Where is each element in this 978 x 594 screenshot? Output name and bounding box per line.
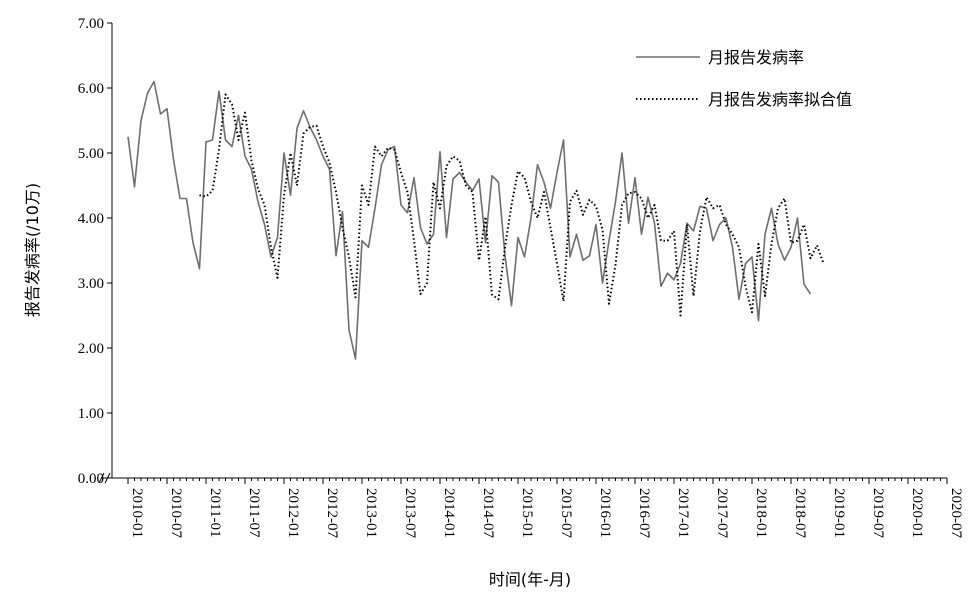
y-tick-label: 3.00 <box>78 276 104 292</box>
y-tick-label: 6.00 <box>78 81 104 97</box>
x-tick-label: 2012-01 <box>285 488 301 538</box>
y-tick-label: 4.00 <box>78 211 104 227</box>
x-tick-label: 2020-01 <box>909 488 925 538</box>
x-tick-label: 2012-07 <box>324 488 340 538</box>
x-tick-label: 2010-01 <box>129 488 145 538</box>
series-layer <box>127 80 825 360</box>
x-tick-label: 2013-07 <box>402 488 418 538</box>
y-tick-label: 1.00 <box>78 406 104 422</box>
y-tick-label: 2.00 <box>78 341 104 357</box>
legend: 月报告发病率 月报告发病率拟合值 <box>636 48 852 109</box>
x-tick-label: 2015-01 <box>519 488 535 538</box>
series-line-fitted-rate <box>199 93 825 317</box>
y-tick-label: 7.00 <box>78 16 104 32</box>
x-tick-label: 2017-07 <box>714 488 730 538</box>
legend-label-monthly-rate: 月报告发病率 <box>708 48 804 67</box>
series-line-monthly-rate <box>127 80 812 360</box>
axis-break-mark <box>98 472 105 484</box>
x-tick-label: 2019-01 <box>831 488 847 538</box>
x-tick-label: 2011-01 <box>207 488 223 537</box>
x-tick-label: 2018-07 <box>792 488 808 538</box>
legend-label-fitted-rate: 月报告发病率拟合值 <box>708 90 852 109</box>
x-tick-label: 2011-07 <box>246 488 262 538</box>
x-tick-label: 2014-07 <box>480 488 496 538</box>
y-axis-title: 报告发病率(/10万) <box>23 183 42 317</box>
y-tick-label: 0.00 <box>78 471 104 487</box>
x-tick-label: 2015-07 <box>558 488 574 538</box>
x-tick-label: 2013-01 <box>363 488 379 538</box>
x-tick-label: 2020-07 <box>948 488 964 538</box>
x-tick-label: 2014-01 <box>441 488 457 538</box>
x-tick-label: 2016-07 <box>636 488 652 538</box>
axes: 0.00 1.00 2.00 3.00 4.00 5.00 6.00 7.00 2010-01 2… <box>78 16 964 538</box>
x-tick-label: 2019-07 <box>870 488 886 538</box>
x-tick-label: 2010-07 <box>168 488 184 538</box>
x-axis-title: 时间(年-月) <box>489 570 571 589</box>
x-tick-label: 2018-01 <box>753 488 769 538</box>
y-tick-label: 5.00 <box>78 146 104 162</box>
x-tick-label: 2017-01 <box>675 488 691 538</box>
x-tick-label: 2016-01 <box>597 488 613 538</box>
